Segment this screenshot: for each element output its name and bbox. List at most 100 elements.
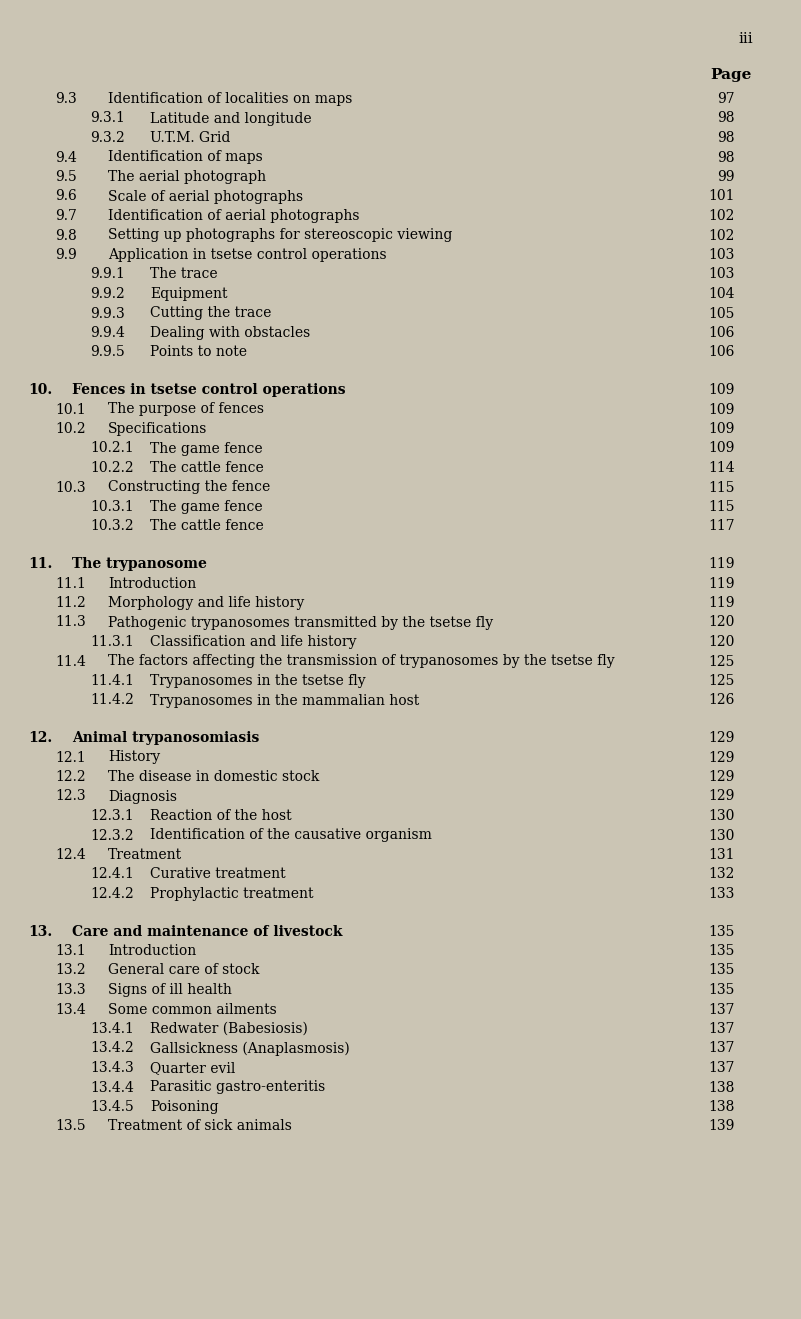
Text: 10.: 10. — [28, 383, 52, 397]
Text: 11.4.1: 11.4.1 — [90, 674, 134, 689]
Text: Scale of aerial photographs: Scale of aerial photographs — [108, 190, 303, 203]
Text: 106: 106 — [709, 346, 735, 360]
Text: 98: 98 — [718, 131, 735, 145]
Text: 10.2.1: 10.2.1 — [90, 442, 134, 455]
Text: Treatment: Treatment — [108, 848, 182, 863]
Text: 11.3.1: 11.3.1 — [90, 634, 134, 649]
Text: 9.7: 9.7 — [55, 208, 77, 223]
Text: 99: 99 — [718, 170, 735, 183]
Text: 9.4: 9.4 — [55, 150, 77, 165]
Text: 9.8: 9.8 — [55, 228, 77, 243]
Text: 119: 119 — [709, 576, 735, 591]
Text: 129: 129 — [709, 770, 735, 783]
Text: 10.3.1: 10.3.1 — [90, 500, 134, 514]
Text: Prophylactic treatment: Prophylactic treatment — [150, 886, 313, 901]
Text: 9.3.2: 9.3.2 — [90, 131, 125, 145]
Text: 13.4.5: 13.4.5 — [90, 1100, 134, 1115]
Text: 109: 109 — [709, 422, 735, 437]
Text: 11.2: 11.2 — [55, 596, 86, 609]
Text: Trypanosomes in the mammalian host: Trypanosomes in the mammalian host — [150, 694, 419, 707]
Text: 106: 106 — [709, 326, 735, 340]
Text: 129: 129 — [709, 731, 735, 745]
Text: Diagnosis: Diagnosis — [108, 790, 177, 803]
Text: 10.3.2: 10.3.2 — [90, 520, 134, 533]
Text: Page: Page — [710, 69, 751, 82]
Text: 10.3: 10.3 — [55, 480, 86, 495]
Text: Morphology and life history: Morphology and life history — [108, 596, 304, 609]
Text: Points to note: Points to note — [150, 346, 247, 360]
Text: Fences in tsetse control operations: Fences in tsetse control operations — [72, 383, 345, 397]
Text: The aerial photograph: The aerial photograph — [108, 170, 266, 183]
Text: 13.: 13. — [28, 925, 52, 939]
Text: Animal trypanosomiasis: Animal trypanosomiasis — [72, 731, 260, 745]
Text: 137: 137 — [709, 1002, 735, 1017]
Text: 10.2: 10.2 — [55, 422, 86, 437]
Text: 10.2.2: 10.2.2 — [90, 462, 134, 475]
Text: 97: 97 — [718, 92, 735, 106]
Text: Signs of ill health: Signs of ill health — [108, 983, 231, 997]
Text: The cattle fence: The cattle fence — [150, 520, 264, 533]
Text: Quarter evil: Quarter evil — [150, 1060, 235, 1075]
Text: Redwater (Babesiosis): Redwater (Babesiosis) — [150, 1022, 308, 1035]
Text: 114: 114 — [708, 462, 735, 475]
Text: Specifications: Specifications — [108, 422, 207, 437]
Text: 13.4.2: 13.4.2 — [90, 1042, 134, 1055]
Text: Constructing the fence: Constructing the fence — [108, 480, 270, 495]
Text: 135: 135 — [709, 983, 735, 997]
Text: 12.3.1: 12.3.1 — [90, 809, 134, 823]
Text: 130: 130 — [709, 809, 735, 823]
Text: Classification and life history: Classification and life history — [150, 634, 356, 649]
Text: 138: 138 — [709, 1080, 735, 1095]
Text: 103: 103 — [709, 248, 735, 262]
Text: Gallsickness (Anaplasmosis): Gallsickness (Anaplasmosis) — [150, 1042, 350, 1057]
Text: 13.5: 13.5 — [55, 1120, 86, 1133]
Text: 109: 109 — [709, 402, 735, 417]
Text: 9.3: 9.3 — [55, 92, 77, 106]
Text: 9.9.4: 9.9.4 — [90, 326, 125, 340]
Text: 137: 137 — [709, 1042, 735, 1055]
Text: Pathogenic trypanosomes transmitted by the tsetse fly: Pathogenic trypanosomes transmitted by t… — [108, 616, 493, 629]
Text: Treatment of sick animals: Treatment of sick animals — [108, 1120, 292, 1133]
Text: 11.4.2: 11.4.2 — [90, 694, 134, 707]
Text: Poisoning: Poisoning — [150, 1100, 219, 1115]
Text: 132: 132 — [709, 868, 735, 881]
Text: 12.: 12. — [28, 731, 52, 745]
Text: 9.9.2: 9.9.2 — [90, 288, 125, 301]
Text: Introduction: Introduction — [108, 576, 196, 591]
Text: Trypanosomes in the tsetse fly: Trypanosomes in the tsetse fly — [150, 674, 365, 689]
Text: 109: 109 — [709, 442, 735, 455]
Text: Identification of maps: Identification of maps — [108, 150, 263, 165]
Text: Curative treatment: Curative treatment — [150, 868, 286, 881]
Text: The cattle fence: The cattle fence — [150, 462, 264, 475]
Text: 101: 101 — [709, 190, 735, 203]
Text: 105: 105 — [709, 306, 735, 321]
Text: The trypanosome: The trypanosome — [72, 557, 207, 571]
Text: 13.1: 13.1 — [55, 944, 86, 958]
Text: 126: 126 — [709, 694, 735, 707]
Text: History: History — [108, 751, 160, 765]
Text: Setting up photographs for stereoscopic viewing: Setting up photographs for stereoscopic … — [108, 228, 453, 243]
Text: The purpose of fences: The purpose of fences — [108, 402, 264, 417]
Text: 9.6: 9.6 — [55, 190, 77, 203]
Text: 13.4.4: 13.4.4 — [90, 1080, 134, 1095]
Text: 9.3.1: 9.3.1 — [90, 112, 125, 125]
Text: 9.5: 9.5 — [55, 170, 77, 183]
Text: 130: 130 — [709, 828, 735, 843]
Text: Latitude and longitude: Latitude and longitude — [150, 112, 312, 125]
Text: 102: 102 — [709, 228, 735, 243]
Text: 10.1: 10.1 — [55, 402, 86, 417]
Text: 137: 137 — [709, 1022, 735, 1035]
Text: The trace: The trace — [150, 268, 218, 281]
Text: 11.: 11. — [28, 557, 52, 571]
Text: 9.9.5: 9.9.5 — [90, 346, 125, 360]
Text: Identification of the causative organism: Identification of the causative organism — [150, 828, 432, 843]
Text: 11.3: 11.3 — [55, 616, 86, 629]
Text: 137: 137 — [709, 1060, 735, 1075]
Text: 129: 129 — [709, 751, 735, 765]
Text: Introduction: Introduction — [108, 944, 196, 958]
Text: 104: 104 — [709, 288, 735, 301]
Text: Parasitic gastro-enteritis: Parasitic gastro-enteritis — [150, 1080, 325, 1095]
Text: 109: 109 — [709, 383, 735, 397]
Text: 9.9.1: 9.9.1 — [90, 268, 125, 281]
Text: 135: 135 — [709, 963, 735, 977]
